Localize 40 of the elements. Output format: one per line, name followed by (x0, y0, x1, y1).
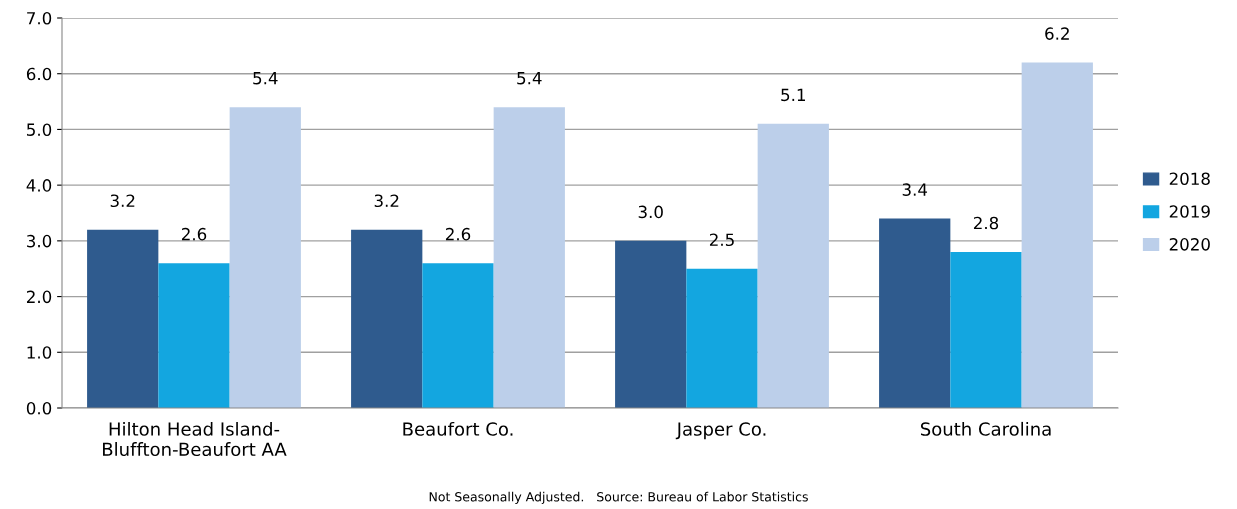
data-label: 3.2 (374, 194, 399, 208)
y-tick-label: 2.0 (26, 290, 52, 304)
x-tick-label: South Carolina (920, 421, 1051, 436)
bar (493, 107, 565, 408)
y-tick-label: 3.0 (27, 234, 52, 248)
y-tick-label: 1.0 (27, 346, 52, 359)
y-tick-label: 5.0 (27, 123, 52, 136)
bar (1021, 62, 1093, 408)
data-label: 5.4 (517, 72, 542, 85)
legend-label: 2019 (1169, 205, 1210, 218)
data-label: 2.8 (973, 216, 999, 230)
bar (229, 107, 301, 408)
bar (87, 229, 159, 408)
data-label: 3.2 (110, 194, 135, 208)
y-tick-label: 0.0 (26, 401, 52, 415)
legend-label: 2020 (1169, 238, 1210, 251)
x-tick-label: Jasper Co. (675, 422, 766, 440)
data-label: 6.2 (1045, 27, 1069, 40)
y-tick-label: 7.0 (27, 11, 52, 25)
text: Not Seasonally Adjusted. Source: Bureau of Labor Statistics (429, 491, 808, 504)
bar (686, 268, 758, 408)
y-tick-label: 4.0 (26, 179, 52, 192)
bar (950, 252, 1022, 408)
data-label: 5.4 (253, 72, 278, 85)
bar (158, 263, 230, 408)
bar (879, 218, 951, 408)
data-label: 2.5 (709, 233, 734, 247)
data-label: 2.6 (181, 227, 207, 241)
legend-label: 2018 (1169, 172, 1210, 186)
bar (351, 229, 423, 408)
data-label: 3.4 (902, 183, 928, 196)
bar (615, 240, 687, 408)
data-label: 3.0 (638, 205, 663, 219)
bar (422, 263, 494, 408)
x-tick-label: Hilton Head Island- Bluffton-Beaufort AA (103, 421, 287, 457)
y-tick-label: 6.0 (26, 67, 52, 81)
x-tick-label: Beaufort Co. (403, 421, 513, 436)
data-label: 2.6 (445, 227, 471, 241)
bar (757, 123, 829, 408)
data-label: 5.1 (781, 88, 805, 102)
